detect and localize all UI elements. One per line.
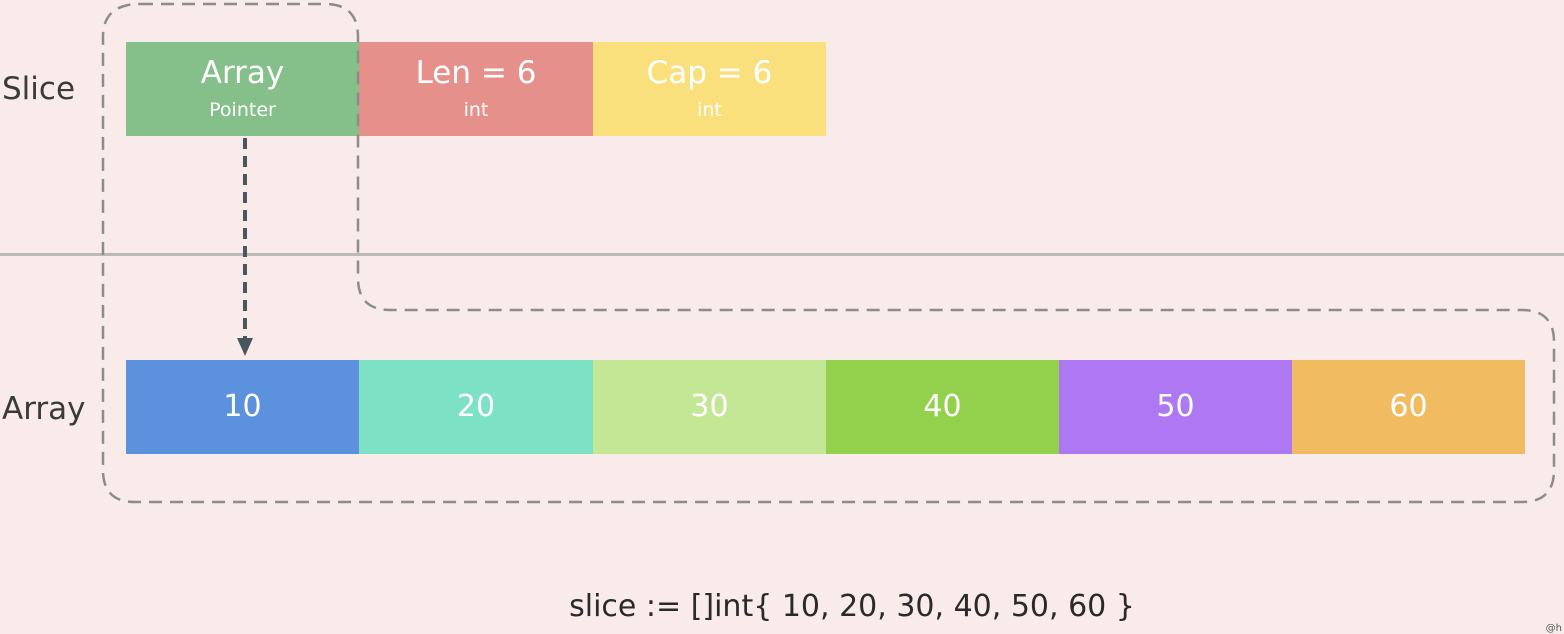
array-cell-0: 10 bbox=[126, 360, 359, 454]
slice-row-label: Slice bbox=[2, 71, 76, 107]
slice-len-field: Len = 6 int bbox=[359, 42, 593, 136]
array-cell-value: 20 bbox=[456, 389, 496, 424]
slice-cap-field: Cap = 6 int bbox=[593, 42, 826, 136]
array-cell-1: 20 bbox=[359, 360, 593, 454]
array-cell-value: 60 bbox=[1389, 389, 1428, 424]
array-cell-value: 40 bbox=[923, 389, 962, 424]
slice-pointer-label: Array bbox=[200, 55, 285, 91]
slice-cap-type: int bbox=[697, 99, 722, 121]
array-row-label: Array bbox=[2, 391, 86, 427]
slice-pointer-field: Array Pointer bbox=[126, 42, 359, 136]
array-cell-value: 30 bbox=[690, 389, 729, 424]
pointer-arrow-head bbox=[237, 338, 253, 356]
watermark: @h bbox=[1545, 623, 1562, 634]
array-cell-4: 50 bbox=[1059, 360, 1292, 454]
code-snippet: slice := []int{ 10, 20, 30, 40, 50, 60 } bbox=[569, 589, 1135, 624]
array-cell-5: 60 bbox=[1292, 360, 1525, 454]
slice-len-type: int bbox=[463, 99, 489, 121]
slice-pointer-type: Pointer bbox=[209, 99, 276, 121]
dashed-slice-boundary bbox=[101, 2, 1556, 504]
slice-cap-label: Cap = 6 bbox=[646, 55, 773, 91]
slice-len-label: Len = 6 bbox=[415, 55, 537, 91]
array-cell-value: 50 bbox=[1156, 389, 1195, 424]
section-divider bbox=[0, 253, 1564, 256]
array-cell-2: 30 bbox=[593, 360, 826, 454]
array-cell-value: 10 bbox=[223, 389, 262, 424]
array-cell-3: 40 bbox=[826, 360, 1059, 454]
